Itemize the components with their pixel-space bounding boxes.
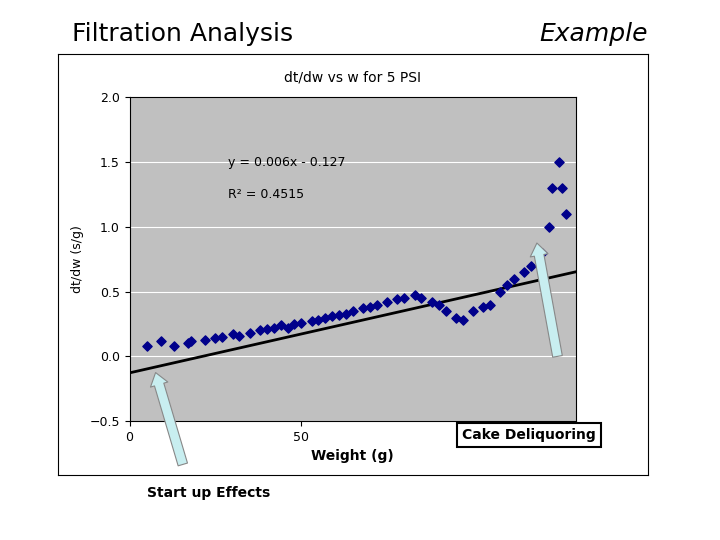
Point	[526, 261, 537, 270]
Point	[477, 303, 489, 312]
Point	[186, 336, 197, 345]
Point	[467, 307, 479, 315]
Point	[254, 326, 266, 335]
Point	[508, 274, 520, 283]
Text: y = 0.006x - 0.127: y = 0.006x - 0.127	[228, 156, 346, 168]
Point	[415, 294, 427, 302]
Point	[347, 307, 359, 315]
Point	[553, 158, 564, 166]
Point	[244, 329, 256, 338]
Point	[495, 287, 506, 296]
Text: Filtration Analysis: Filtration Analysis	[72, 22, 293, 45]
Point	[155, 336, 166, 345]
Text: R² = 0.4515: R² = 0.4515	[228, 188, 304, 201]
Point	[182, 339, 194, 348]
Point	[312, 316, 324, 325]
Point	[199, 335, 211, 344]
Point	[210, 334, 221, 342]
Point	[543, 222, 554, 231]
Point	[399, 294, 410, 302]
Point	[357, 304, 369, 313]
Point	[392, 295, 403, 303]
Point	[217, 333, 228, 341]
Point	[320, 313, 331, 322]
Text: Cake Deliquoring: Cake Deliquoring	[462, 428, 596, 442]
Point	[289, 320, 300, 328]
Point	[382, 298, 393, 306]
Point	[295, 319, 307, 327]
Point	[457, 316, 469, 325]
Point	[560, 210, 572, 218]
Point	[557, 184, 568, 192]
Point	[502, 281, 513, 289]
Point	[275, 321, 287, 329]
Point	[261, 325, 273, 334]
Point	[227, 330, 238, 339]
Point	[450, 313, 462, 322]
Point	[282, 323, 293, 332]
Y-axis label: dt/dw (s/g): dt/dw (s/g)	[71, 225, 84, 293]
Point	[371, 300, 382, 309]
Point	[168, 342, 180, 350]
Point	[364, 303, 376, 312]
Point	[141, 342, 153, 350]
Point	[440, 307, 451, 315]
Point	[326, 312, 338, 321]
Point	[333, 310, 345, 319]
Point	[433, 300, 444, 309]
Point	[268, 323, 279, 332]
Point	[306, 317, 318, 326]
Point	[426, 298, 438, 306]
Point	[518, 268, 530, 276]
Text: Example: Example	[539, 22, 648, 45]
Text: dt/dw vs w for 5 PSI: dt/dw vs w for 5 PSI	[284, 70, 421, 84]
Text: Start up Effects: Start up Effects	[147, 486, 271, 500]
Point	[536, 248, 547, 257]
Point	[485, 300, 496, 309]
X-axis label: Weight (g): Weight (g)	[312, 449, 394, 463]
Point	[340, 309, 351, 318]
Point	[409, 291, 420, 300]
Point	[546, 184, 558, 192]
Point	[234, 332, 246, 340]
